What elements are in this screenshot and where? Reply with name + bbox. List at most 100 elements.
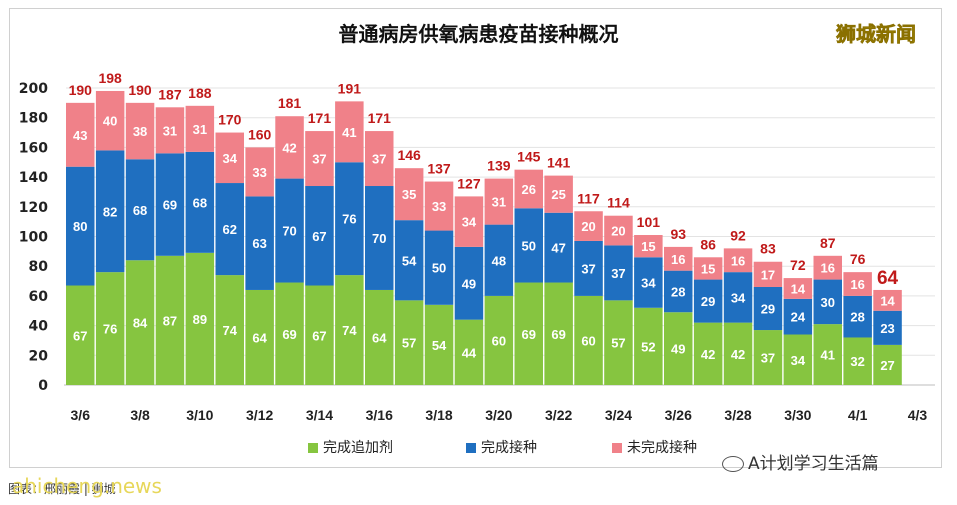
bar-segment-boosted xyxy=(873,344,902,385)
x-tick-label: 3/8 xyxy=(130,407,150,423)
segment-value-label: 69 xyxy=(522,327,536,342)
bar-segment-vaccinated xyxy=(365,186,394,290)
segment-value-label: 15 xyxy=(641,239,655,254)
segment-value-label: 40 xyxy=(103,114,117,129)
bar-segment-boosted xyxy=(394,300,424,385)
bar-segment-unvaccinated xyxy=(155,107,185,154)
bar-segment-boosted xyxy=(275,282,304,385)
bar-total-label: 127 xyxy=(457,175,481,191)
segment-value-label: 82 xyxy=(103,204,117,219)
segment-value-label: 74 xyxy=(223,323,238,338)
segment-value-label: 49 xyxy=(462,276,476,291)
brand-logo-text: 狮城新闻 xyxy=(836,22,917,47)
y-tick-label: 40 xyxy=(29,319,49,335)
segment-value-label: 64 xyxy=(252,330,267,345)
bar-segment-vaccinated xyxy=(215,183,244,276)
bar-segment-vaccinated xyxy=(813,279,842,325)
segment-value-label: 76 xyxy=(103,322,117,337)
segment-value-label: 34 xyxy=(462,215,477,230)
bar-segment-boosted xyxy=(753,330,783,385)
x-tick-label: 3/14 xyxy=(306,407,333,423)
segment-value-label: 47 xyxy=(551,241,565,256)
segment-value-label: 70 xyxy=(282,224,296,239)
x-tick-label: 3/20 xyxy=(485,407,512,423)
y-tick-label: 120 xyxy=(19,200,48,216)
legend-label-boosted: 完成追加剂 xyxy=(323,440,393,456)
bar-segment-boosted xyxy=(813,324,842,385)
bar-total-label: 171 xyxy=(368,110,392,126)
segment-value-label: 37 xyxy=(372,152,386,167)
bar-segment-vaccinated xyxy=(783,298,813,335)
bar-segment-boosted xyxy=(185,252,215,385)
bar-segment-vaccinated xyxy=(873,310,902,345)
segment-value-label: 20 xyxy=(611,224,625,239)
segment-value-label: 70 xyxy=(372,231,386,246)
x-tick-label: 3/30 xyxy=(784,407,811,423)
segment-value-label: 50 xyxy=(432,261,446,276)
bar-segment-vaccinated xyxy=(95,150,125,273)
bar-segment-unvaccinated xyxy=(693,257,723,280)
segment-value-label: 38 xyxy=(133,124,147,139)
x-tick-label: 3/16 xyxy=(366,407,393,423)
bar-segment-boosted xyxy=(125,260,155,385)
bar-segment-vaccinated xyxy=(484,224,514,296)
segment-value-label: 87 xyxy=(163,313,177,328)
segment-value-label: 43 xyxy=(73,128,87,143)
bar-segment-vaccinated xyxy=(245,196,274,290)
segment-value-label: 15 xyxy=(701,261,715,276)
segment-value-label: 67 xyxy=(312,328,326,343)
bar-total-label: 137 xyxy=(427,161,451,177)
bar-total-label: 198 xyxy=(98,70,122,86)
bar-segment-unvaccinated xyxy=(634,235,663,258)
bar-total-label: 83 xyxy=(760,241,776,257)
bar-segment-boosted xyxy=(454,319,484,385)
legend-swatch-boosted xyxy=(308,443,318,453)
segment-value-label: 44 xyxy=(462,345,477,360)
bar-segment-vaccinated xyxy=(394,220,424,301)
bar-segment-unvaccinated xyxy=(514,169,543,209)
segment-value-label: 31 xyxy=(193,122,207,137)
y-tick-label: 0 xyxy=(38,378,48,394)
legend-item-vaccinated: 完成接种 xyxy=(466,437,537,457)
segment-value-label: 35 xyxy=(402,187,416,202)
segment-value-label: 41 xyxy=(342,125,356,140)
y-tick-label: 80 xyxy=(29,259,49,275)
bar-segment-boosted xyxy=(664,312,693,385)
bar-segment-unvaccinated xyxy=(454,196,484,247)
segment-value-label: 76 xyxy=(342,212,356,227)
segment-value-label: 17 xyxy=(761,267,775,282)
bar-total-label: 188 xyxy=(188,85,212,101)
bar-segment-vaccinated xyxy=(275,178,304,283)
segment-value-label: 69 xyxy=(282,327,296,342)
segment-value-label: 57 xyxy=(402,336,416,351)
segment-value-label: 57 xyxy=(611,336,625,351)
bar-segment-unvaccinated xyxy=(95,90,125,151)
bar-segment-vaccinated xyxy=(723,272,753,323)
bar-segment-boosted xyxy=(783,334,813,385)
bar-segment-vaccinated xyxy=(544,212,573,283)
legend-label-unvaccinated: 未完成接种 xyxy=(627,440,697,456)
bar-segment-unvaccinated xyxy=(245,147,274,197)
segment-value-label: 25 xyxy=(551,187,565,202)
bar-total-label: 190 xyxy=(69,82,93,98)
x-tick-label: 3/24 xyxy=(605,407,632,423)
segment-value-label: 30 xyxy=(821,295,835,310)
segment-value-label: 50 xyxy=(522,238,536,253)
segment-value-label: 60 xyxy=(581,333,595,348)
legend-swatch-vaccinated xyxy=(466,443,476,453)
x-tick-label: 3/26 xyxy=(665,407,692,423)
segment-value-label: 54 xyxy=(402,253,417,268)
bar-total-label: 160 xyxy=(248,126,272,142)
segment-value-label: 20 xyxy=(581,219,595,234)
bar-segment-boosted xyxy=(424,304,454,385)
chart-title: 普通病房供氧病患疫苗接种概况 xyxy=(338,22,619,46)
segment-value-label: 80 xyxy=(73,219,87,234)
segment-value-label: 29 xyxy=(761,302,775,317)
bar-segment-boosted xyxy=(66,285,95,385)
bar-segment-unvaccinated xyxy=(125,102,155,160)
bar-segment-unvaccinated xyxy=(544,175,573,213)
segment-value-label: 69 xyxy=(551,327,565,342)
bar-segment-boosted xyxy=(365,289,394,385)
bar-segment-unvaccinated xyxy=(783,278,813,299)
segment-value-label: 16 xyxy=(671,252,685,267)
